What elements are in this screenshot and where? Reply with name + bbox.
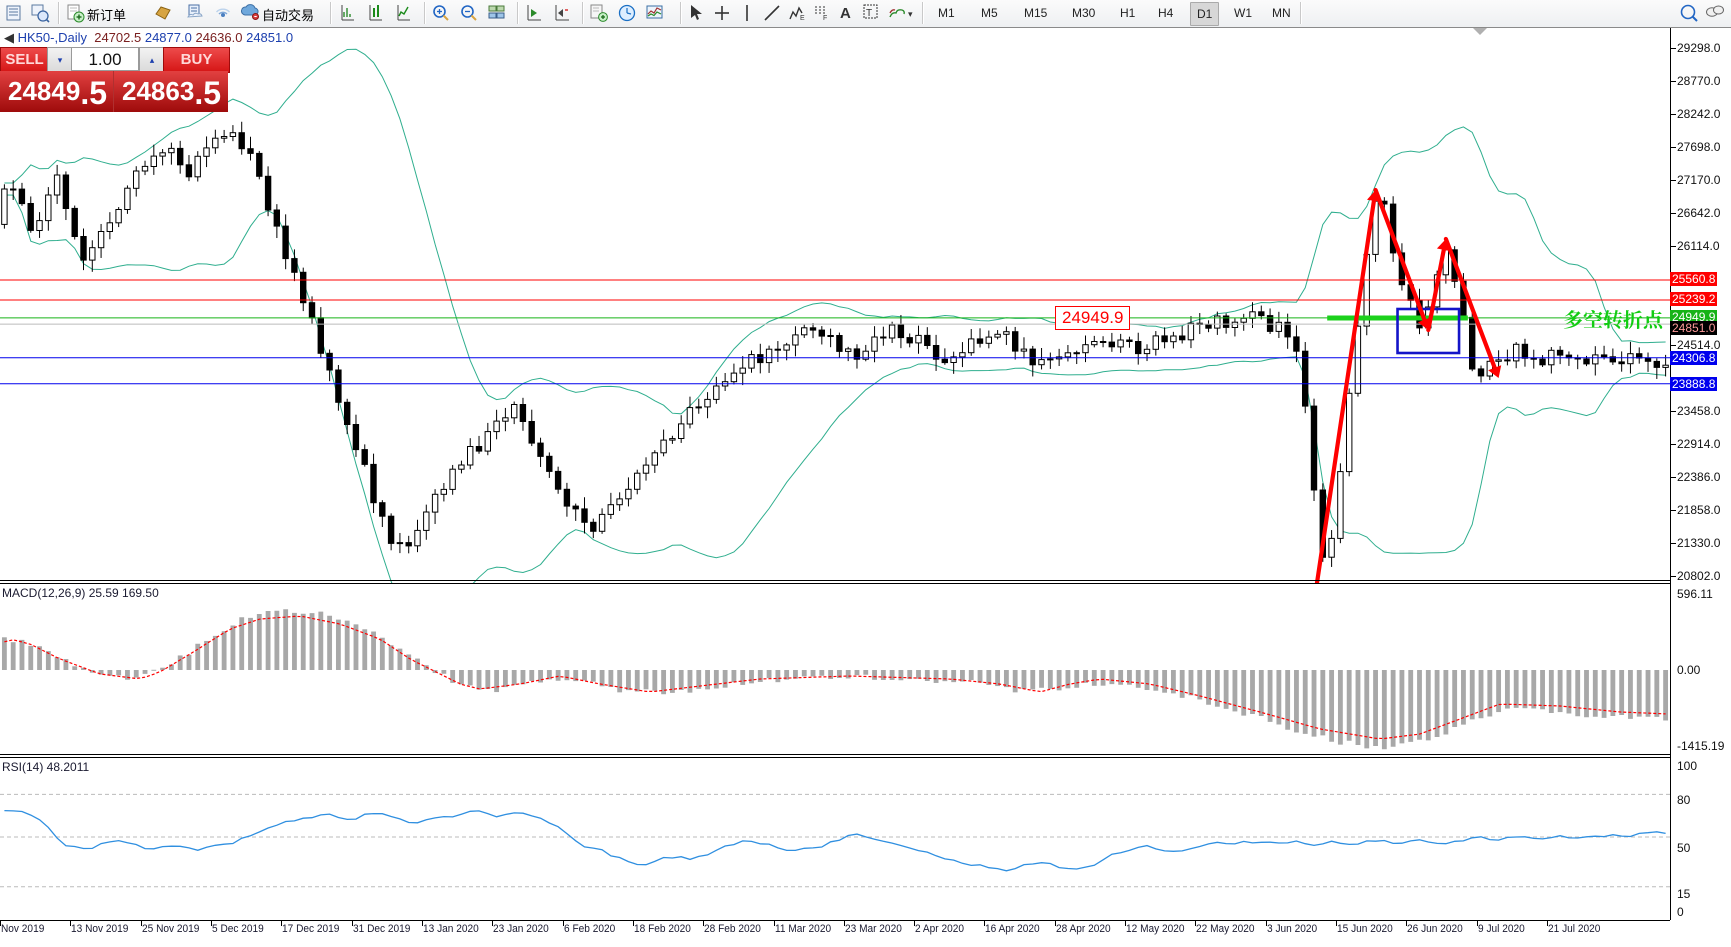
svg-text:A: A (840, 5, 851, 22)
svg-text:T: T (866, 8, 872, 19)
svg-text:E: E (800, 15, 805, 22)
svg-text:F: F (823, 15, 827, 22)
